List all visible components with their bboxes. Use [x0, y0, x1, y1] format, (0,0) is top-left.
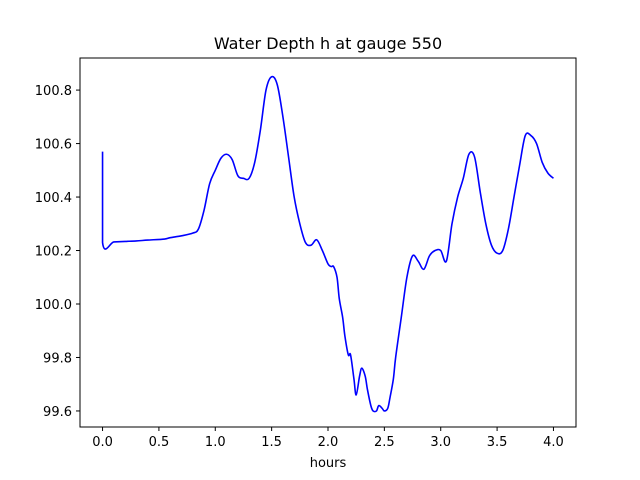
x-tick-label: 0.5 — [149, 435, 170, 450]
y-tick-label: 99.8 — [43, 351, 72, 366]
y-axis: 99.6 99.8 100.0 100.2 100.4 100.6 100.8 — [35, 84, 80, 420]
x-tick-label: 4.0 — [543, 435, 564, 450]
x-tick-label: 3.0 — [430, 435, 451, 450]
x-axis: 0.0 0.5 1.0 1.5 2.0 2.5 3.0 3.5 4.0 — [92, 427, 564, 450]
x-tick-label: 1.0 — [205, 435, 226, 450]
y-tick-label: 100.6 — [35, 138, 72, 153]
x-tick-label: 2.5 — [374, 435, 395, 450]
y-tick-label: 100.2 — [35, 245, 72, 260]
x-tick-label: 0.0 — [92, 435, 113, 450]
y-tick-label: 100.4 — [35, 191, 72, 206]
chart-title: Water Depth h at gauge 550 — [214, 34, 442, 53]
x-tick-label: 3.5 — [487, 435, 508, 450]
plot-area — [101, 75, 555, 413]
x-axis-label: hours — [310, 456, 347, 471]
x-tick-label: 2.0 — [318, 435, 339, 450]
series-line — [101, 75, 555, 413]
y-tick-label: 100.8 — [35, 84, 72, 99]
axes-frame — [79, 57, 577, 428]
x-tick-label: 1.5 — [261, 435, 282, 450]
y-tick-label: 100.0 — [35, 298, 72, 313]
y-tick-label: 99.6 — [43, 405, 72, 420]
